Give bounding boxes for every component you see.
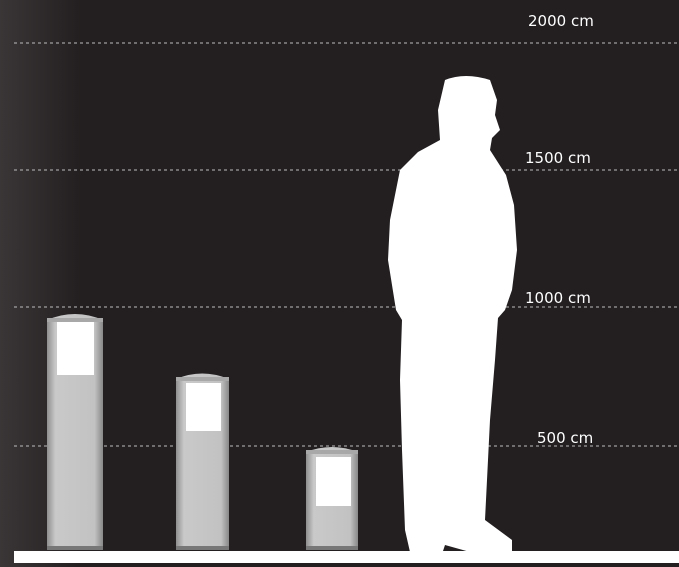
bollard (176, 373, 229, 550)
person-silhouette (388, 76, 517, 560)
scale-label: 2000 cm (528, 12, 594, 30)
scale-label: 1500 cm (525, 149, 591, 167)
scale-label: 1000 cm (525, 289, 591, 307)
bollard (47, 314, 103, 550)
scale-label: 500 cm (537, 429, 593, 447)
ground (14, 551, 679, 563)
bollard (306, 447, 358, 550)
